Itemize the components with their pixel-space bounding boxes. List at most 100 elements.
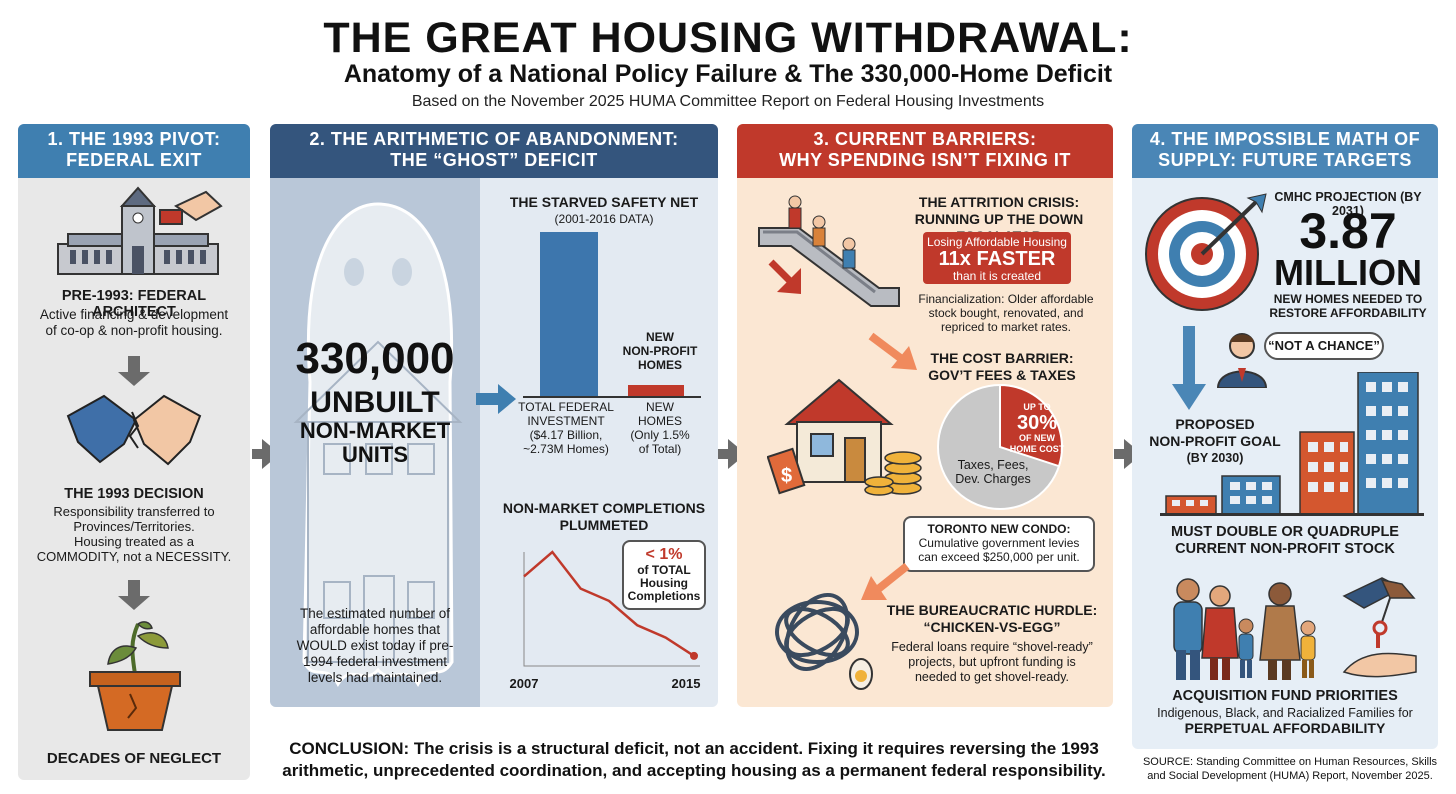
ghost-line3: UNITS [342,442,408,467]
panel-1993-pivot: 1. THE 1993 PIVOT: FEDERAL EXIT PRE-1993… [18,124,250,780]
pre-1993-body-line2: of co-op & non-profit housing. [45,323,223,338]
line-chart-axis [523,552,700,667]
decision-body-line1: Responsibility transferred to [53,504,215,519]
target-icon [1145,193,1267,311]
safety-net-years: (2001-2016 DATA) [554,212,654,226]
completions-callout-line4: Completions [627,589,701,603]
acquisition-body-line2: PERPETUAL AFFORDABILITY [1184,720,1386,736]
bar2-caption-line3: (Only 1.5% [630,428,690,442]
panel-3-heading-line2: WHY SPENDING ISN’T FIXING IT [779,150,1071,170]
decision-body-line2: Provinces/Territories. [73,519,195,534]
page-title: THE GREAT HOUSING WITHDRAWAL: [323,14,1133,62]
bar2-caption-line2: HOMES [637,414,682,428]
ghost-line1: UNBUILT [310,386,440,419]
pre-1993-body: Active financing & development of co-op … [22,307,246,339]
official-avatar-icon [1216,333,1268,388]
ghost-caption: The estimated number of affordable homes… [280,606,470,686]
bureau-title-line2: “CHICKEN-VS-EGG” [923,619,1061,635]
bureau-title: THE BUREAUCRATIC HURDLE: “CHICKEN-VS-EGG… [877,602,1107,636]
pie-pct-value: 30% [1016,412,1058,434]
diagonal-arrow-icon [861,562,910,600]
bar2-caption-line1: NEW [646,400,674,414]
acquisition-body: Indigenous, Black, and Racialized Famili… [1138,706,1432,736]
ghost-number: 330,000 [295,334,455,383]
house-coins-icon: $ [767,378,922,496]
bar1-caption-line3: ($4.17 Billion, [529,428,603,442]
escalator-icon [758,195,900,307]
attrition-callout-line3: than it is created [952,269,1042,283]
data-point-last [690,651,698,660]
pie-slice-fees [999,383,1063,468]
double-text: MUST DOUBLE OR QUADRUPLE CURRENT NON-PRO… [1138,524,1432,558]
double-line2: CURRENT NON-PROFIT STOCK [1175,541,1395,557]
family-key-icon [1173,577,1417,680]
completions-callout-line2: of TOTAL [637,563,691,577]
bar1-caption-line2: INVESTMENT [527,414,605,428]
completions-callout-line3: Housing [640,576,688,590]
goal-line2: NON-PROFIT GOAL [1149,433,1281,449]
ghost-caption-line4: 1994 federal investment [302,654,448,669]
bar-new-label-line1: NEW [646,330,674,344]
bar-chart-axis [523,396,701,398]
panel-2-heading: 2. THE ARITHMETIC OF ABANDONMENT: THE “G… [270,124,718,178]
completions-callout-pct: < 1% [645,546,683,563]
panel-3-heading-line1: 3. CURRENT BARRIERS: [813,129,1037,149]
blue-arrow-icon [476,384,516,414]
double-line1: MUST DOUBLE OR QUADRUPLE [1171,524,1399,540]
panel-4-heading-line1: 4. THE IMPOSSIBLE MATH OF [1149,129,1421,149]
pre-1993-title: PRE-1993: FEDERAL ARCHITECT [61,288,207,320]
completions-title-line1: NON-MARKET COMPLETIONS [502,500,706,516]
toronto-line3: can exceed $250,000 per unit. [918,550,1080,564]
panel-1-heading-line2: FEDERAL EXIT [66,150,202,170]
bureau-body: Federal loans require “shovel-ready” pro… [877,640,1107,685]
blue-down-arrow-icon [1172,326,1206,410]
cost-title-line2: GOV’T FEES & TAXES [928,367,1076,383]
toronto-condo-box: TORONTO NEW CONDO: Cumulative government… [903,516,1095,572]
bureau-body-line2: projects, but upfront funding is [908,655,1076,669]
big-number: 3.87 [1299,203,1397,259]
down-arrow-icon [118,580,150,610]
bar2-caption-line4: of Total) [638,442,682,456]
financialization-text: Financialization: Older affordable stock… [903,292,1109,334]
panel-1-heading: 1. THE 1993 PIVOT: FEDERAL EXIT [18,124,250,178]
parliament-icon [57,186,223,275]
source-line2: and Social Development (HUMA) Report, No… [1147,770,1433,782]
ghost-caption-line3: WOULD exist today if pre- [296,638,454,653]
report-basis: Based on the November 2025 HUMA Committe… [411,93,1045,110]
not-a-chance-bubble: “NOT A CHANCE” [1264,332,1384,360]
cmhc-projection: CMHC PROJECTION (BY 2031) [1274,190,1422,218]
bar-new-label-line2: NON-PROFIT [622,344,698,358]
x-end-label: 2015 [671,676,701,691]
panel-2-heading-line1: 2. THE ARITHMETIC OF ABANDONMENT: [309,129,679,149]
pie-pct-label: UP TO 30% OF NEW HOME COST [1005,402,1069,455]
conclusion-line2: arithmetic, unprecedented coordination, … [282,761,1106,780]
bar-new-label: NEW NON-PROFIT HOMES [610,330,710,372]
wilted-plant-icon [89,621,181,731]
completions-callout: < 1% of TOTAL Housing Completions [622,540,706,610]
panel-current-barriers: 3. CURRENT BARRIERS: WHY SPENDING ISN’T … [737,124,1113,707]
broken-handshake-icon [66,394,202,466]
ghost-caption-line5: levels had maintained. [307,670,443,685]
needed-text: NEW HOMES NEEDED TO RESTORE AFFORDABILIT… [1258,292,1438,320]
diagonal-arrow-icon [868,332,917,370]
panel-future-targets: 4. THE IMPOSSIBLE MATH OF SUPPLY: FUTURE… [1132,124,1438,749]
buildings-icon [1160,372,1424,516]
conclusion-text: CONCLUSION: The crisis is a structural d… [262,738,1126,782]
series-line-completions [523,550,695,657]
completions-title: NON-MARKET COMPLETIONS PLUMMETED [494,500,714,534]
bar1-caption: TOTAL FEDERAL INVESTMENT ($4.17 Billion,… [514,400,618,456]
acquisition-body-line1: Indigenous, Black, and Racialized Famili… [1157,706,1413,720]
completions-line-chart [523,550,700,667]
financialization-line2: stock bought, renovated, and [928,306,1084,320]
cost-title-line1: THE COST BARRIER: [930,350,1074,366]
needed-line2: RESTORE AFFORDABILITY [1269,306,1427,320]
panel-3-heading: 3. CURRENT BARRIERS: WHY SPENDING ISN’T … [737,124,1113,178]
pie-label-line2: Dev. Charges [955,472,1031,486]
page-subtitle: Anatomy of a National Policy Failure & T… [343,60,1113,88]
safety-net-title: THE STARVED SAFETY NET [509,194,699,210]
x-start-label: 2007 [509,676,539,691]
attrition-callout: Losing Affordable Housing 11x FASTER tha… [923,232,1071,284]
financialization-line3: repriced to market rates. [940,320,1072,334]
goal-text: PROPOSED NON-PROFIT GOAL (BY 2030) [1140,416,1290,467]
source-line1: SOURCE: Standing Committee on Human Reso… [1142,756,1438,768]
